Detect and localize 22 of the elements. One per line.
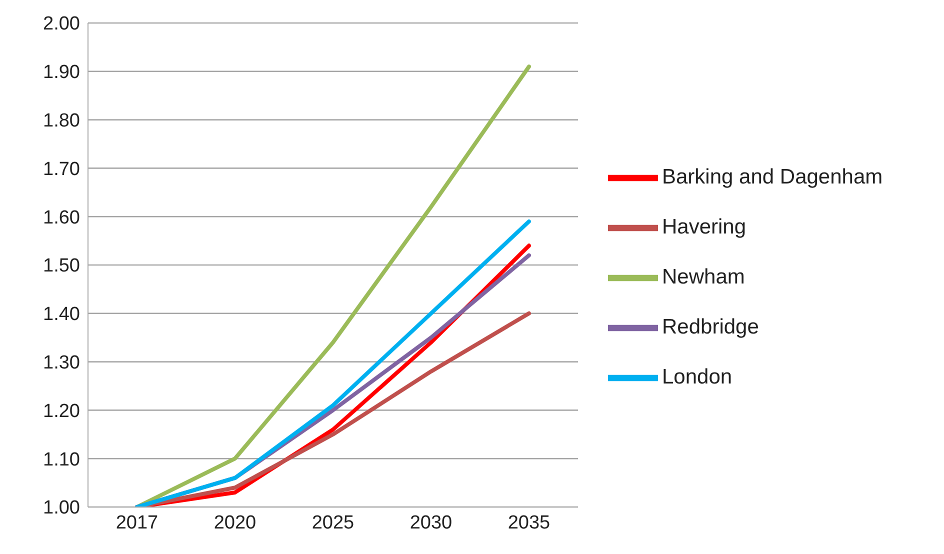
- x-tick-label: 2017: [116, 512, 158, 534]
- y-tick-label: 1.20: [43, 400, 80, 422]
- x-tick-label: 2035: [508, 512, 550, 534]
- legend-label: Havering: [662, 216, 746, 239]
- y-tick-label: 1.10: [43, 449, 80, 470]
- y-tick-label: 1.80: [43, 110, 80, 132]
- y-tick-label: 2.00: [43, 14, 80, 35]
- y-tick-label: 1.40: [43, 304, 80, 326]
- y-tick-label: 1.70: [43, 158, 80, 180]
- x-tick-label: 2030: [410, 512, 452, 534]
- line-series: [135, 64, 531, 507]
- y-tick-label: 1.30: [43, 352, 80, 374]
- x-tick-label: 2025: [312, 512, 354, 534]
- y-tick-label: 1.50: [43, 256, 80, 277]
- legend-label: London: [662, 366, 732, 389]
- y-tick-label: 1.90: [43, 62, 80, 84]
- legend-label: Newham: [662, 266, 745, 289]
- x-tick-label: 2020: [214, 512, 256, 534]
- y-tick-label: 1.60: [43, 207, 80, 228]
- y-tick-label: 1.00: [43, 498, 80, 519]
- legend-label: Barking and Dagenham: [662, 166, 883, 189]
- legend-label: Redbridge: [662, 316, 759, 339]
